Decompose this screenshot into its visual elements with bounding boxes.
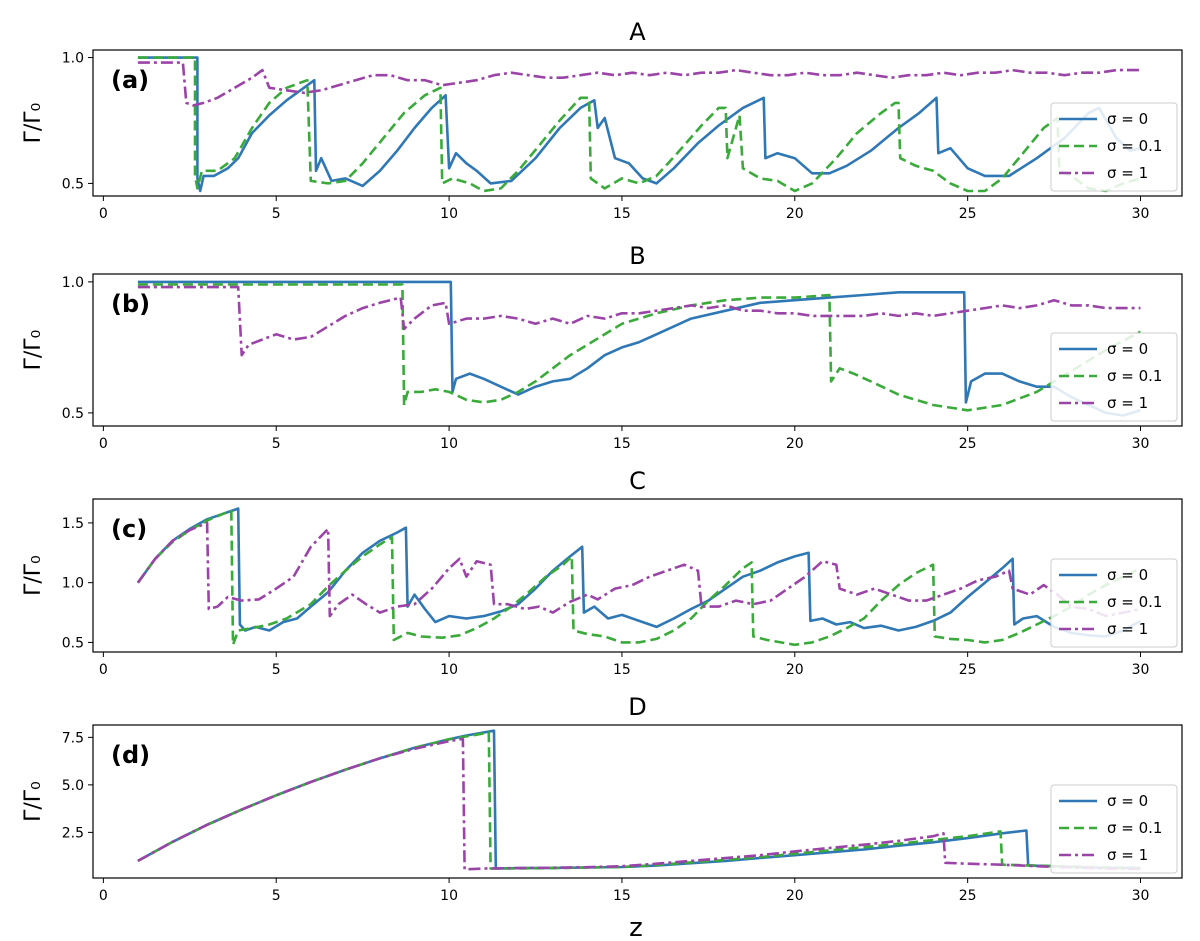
series-line-1 [137, 56, 1141, 193]
y-tick-label: 1.0 [62, 51, 84, 67]
panel-label: (d) [111, 741, 150, 769]
legend-box [1050, 102, 1178, 192]
x-tick-label: 15 [613, 436, 631, 452]
x-tick-label: 0 [99, 888, 108, 904]
x-axis-label: z [629, 913, 643, 941]
x-tick-label: 25 [959, 888, 977, 904]
x-tick-label: 25 [959, 662, 977, 678]
x-tick-label: 30 [1132, 888, 1150, 904]
x-tick-label: 20 [786, 888, 804, 904]
series-group [137, 729, 1141, 871]
y-axis-label: Γ/Γ₀ [21, 781, 46, 822]
x-tick-label: 30 [1132, 206, 1150, 222]
y-tick-label: 1.5 [62, 516, 84, 532]
panel-4: D Γ/Γ₀ 0 5 10 15 20 25 30 2.5 5.0 7.5 (d) σ = 0 σ = 0.… [21, 693, 1183, 904]
panel-1: AΓ/Γ₀0 5 10 15 20 25 300.51.0(a)σ = 0σ = 0.1σ … [21, 18, 1183, 222]
legend: σ = 0 σ = 0.1 σ = 1 [1050, 784, 1178, 874]
x-tick-label: 10 [440, 888, 458, 904]
x-tick-label: 30 [1132, 436, 1150, 452]
series-group [137, 56, 1141, 193]
axes-frame [92, 724, 1183, 879]
panel-label: (b) [111, 290, 150, 318]
legend-box [1050, 784, 1178, 874]
axes-frame [92, 273, 1183, 427]
y-tick-label: 2.5 [62, 825, 84, 841]
series-group [137, 280, 1142, 417]
series-line-3 [137, 737, 1141, 871]
legend-entry: σ = 0 [1107, 340, 1148, 358]
x-tick-label: 5 [272, 206, 281, 222]
x-tick-label: 0 [99, 436, 108, 452]
x-tick-label: 10 [440, 662, 458, 678]
x-tick-label: 0 [99, 206, 108, 222]
y-tick-label: 7.5 [62, 730, 84, 746]
axes-frame [92, 498, 1183, 653]
x-tick-label: 25 [959, 206, 977, 222]
series-line-2 [137, 283, 1142, 412]
panel-title: C [629, 467, 646, 495]
legend-entry: σ = 1 [1107, 620, 1148, 638]
legend: σ = 0 σ = 0.1 σ = 1 [1050, 102, 1178, 192]
series-group [136, 507, 1142, 647]
panel-2: BΓ/Γ₀0 5 10 15 20 25 300.51.0(b)σ = 0σ = 0.1σ … [21, 242, 1183, 452]
y-tick-label: 0.5 [62, 635, 84, 651]
legend-entry: σ = 1 [1107, 846, 1148, 864]
x-tick-label: 25 [959, 436, 977, 452]
y-axis-label: Γ/Γ₀ [21, 555, 46, 596]
y-axis-label: Γ/Γ₀ [21, 102, 46, 143]
legend-box [1050, 558, 1178, 648]
y-tick-label: 0.5 [62, 176, 84, 192]
x-tick-label: 5 [272, 436, 281, 452]
legend-entry: σ = 0.1 [1107, 593, 1162, 611]
y-tick-label: 1.0 [62, 576, 84, 592]
panel-title: B [629, 242, 645, 270]
series-line-3 [136, 521, 1141, 618]
series-line-3 [137, 285, 1141, 357]
legend-entry: σ = 0.1 [1107, 819, 1162, 837]
x-tick-label: 15 [613, 662, 631, 678]
x-tick-label: 20 [786, 436, 804, 452]
y-tick-label: 1.0 [62, 275, 84, 291]
x-tick-label: 5 [272, 888, 281, 904]
panel-label: (c) [111, 515, 147, 543]
series-line-2 [136, 509, 1142, 647]
x-tick-label: 0 [99, 662, 108, 678]
legend-entry: σ = 0 [1107, 110, 1148, 128]
series-line-1 [137, 729, 1141, 870]
x-tick-label: 15 [613, 206, 631, 222]
legend: σ = 0 σ = 0.1 σ = 1 [1050, 558, 1178, 648]
x-tick-label: 5 [272, 662, 281, 678]
panel-title: D [628, 693, 646, 721]
panel-title: A [629, 18, 646, 46]
legend: σ = 0 σ = 0.1 σ = 1 [1050, 332, 1178, 422]
y-axis-label: Γ/Γ₀ [21, 329, 46, 370]
y-tick-label: 5.0 [62, 778, 84, 794]
legend-entry: σ = 0 [1107, 566, 1148, 584]
series-line-2 [137, 731, 1141, 870]
x-tick-label: 10 [440, 436, 458, 452]
axes-frame [92, 49, 1183, 197]
legend-entry: σ = 0.1 [1107, 137, 1162, 155]
y-tick-label: 0.5 [62, 406, 84, 422]
panel-label: (a) [111, 66, 149, 94]
series-line-1 [136, 507, 1142, 638]
series-line-2 [137, 56, 1141, 193]
legend-box [1050, 332, 1178, 422]
legend-entry: σ = 0 [1107, 792, 1148, 810]
legend-entry: σ = 0.1 [1107, 367, 1162, 385]
panels: AΓ/Γ₀0 5 10 15 20 25 300.51.0(a)σ = 0σ = 0.1σ … [21, 18, 1183, 904]
series-line-1 [137, 280, 1141, 417]
panel-3: C Γ/Γ₀ 0 5 10 15 20 25 30 0.5 1.0 1.5 (c) σ = 0 σ = 0.… [21, 467, 1183, 678]
legend-entry: σ = 1 [1107, 394, 1148, 412]
x-tick-label: 10 [440, 206, 458, 222]
x-tick-label: 20 [786, 206, 804, 222]
legend-entry: σ = 1 [1107, 164, 1148, 182]
x-tick-label: 30 [1132, 662, 1150, 678]
x-tick-label: 20 [786, 662, 804, 678]
x-tick-label: 15 [613, 888, 631, 904]
